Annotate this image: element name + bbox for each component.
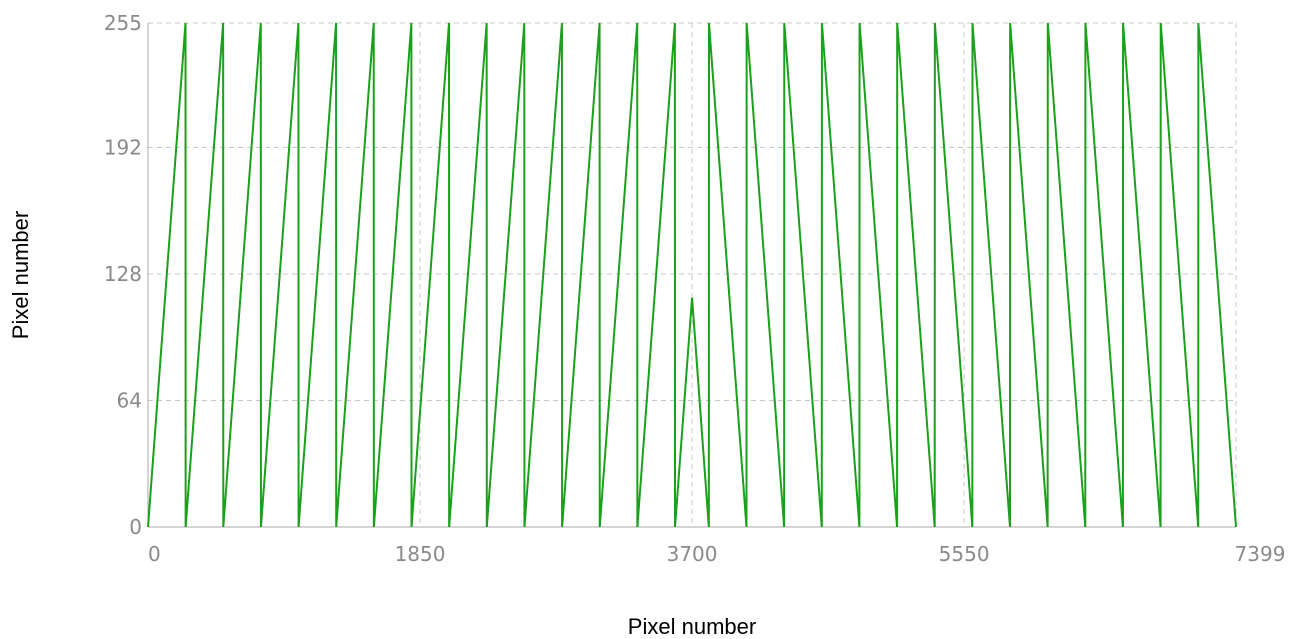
y-tick-label: 64: [117, 389, 142, 413]
x-tick-label: 5550: [939, 542, 990, 566]
y-tick-label: 0: [129, 515, 142, 539]
series-line: [147, 22, 1237, 528]
series: [147, 22, 1237, 528]
y-tick-label: 255: [104, 11, 142, 35]
x-tick-label: 1850: [395, 542, 446, 566]
y-tick-label: 192: [104, 136, 142, 160]
x-axis-title: Pixel number: [628, 614, 756, 639]
x-tick-label: 3700: [667, 542, 718, 566]
y-tick-labels: 0 64 128 192 255: [104, 11, 142, 539]
axes: [147, 23, 1236, 528]
x-tick-label: 7399: [1235, 542, 1286, 566]
y-axis-title: Pixel number: [8, 211, 33, 339]
y-tick-label: 128: [104, 262, 142, 286]
x-tick-labels: 0 1850 3700 5550 7399: [148, 542, 1285, 566]
grid: [148, 22, 1237, 527]
x-tick-label: 0: [148, 542, 161, 566]
